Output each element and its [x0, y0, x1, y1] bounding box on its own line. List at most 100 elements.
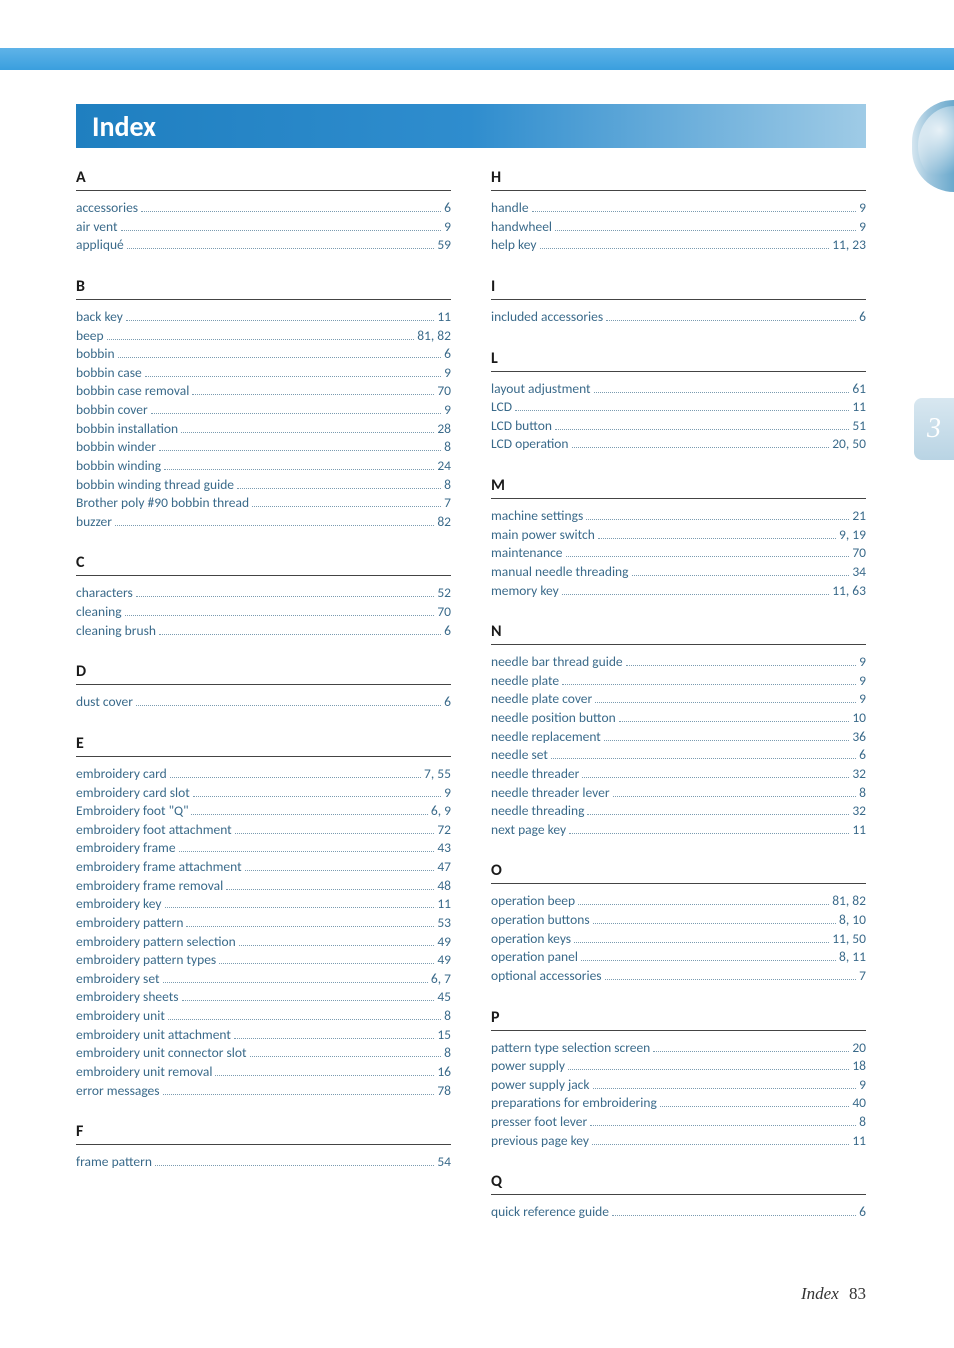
index-entry: air vent9 [76, 218, 451, 237]
index-entry: embroidery pattern53 [76, 914, 451, 933]
entry-term: embroidery pattern selection [76, 933, 236, 952]
entry-page: 36 [852, 728, 866, 747]
index-section: Fframe pattern54 [76, 1122, 451, 1172]
index-entry: embroidery unit8 [76, 1007, 451, 1026]
leader-dots [186, 926, 434, 927]
leader-dots [586, 519, 849, 520]
leader-dots [136, 596, 435, 597]
entry-term: needle plate cover [491, 690, 592, 709]
leader-dots [215, 1075, 434, 1076]
entry-page: 9 [859, 1076, 866, 1095]
top-accent-bar [0, 48, 954, 70]
section-letter: Q [491, 1172, 866, 1195]
index-entry: embroidery card7, 55 [76, 765, 451, 784]
entry-page: 9, 19 [839, 526, 866, 545]
entry-page: 78 [437, 1082, 451, 1101]
section-letter: I [491, 277, 866, 300]
index-entry: frame pattern54 [76, 1153, 451, 1172]
leader-dots [182, 1000, 435, 1001]
leader-dots [574, 942, 829, 943]
entry-page: 21 [852, 507, 866, 526]
index-entry: manual needle threading34 [491, 563, 866, 582]
entry-term: error messages [76, 1082, 160, 1101]
leader-dots [163, 1094, 435, 1095]
index-entry: handle9 [491, 199, 866, 218]
leader-dots [604, 740, 850, 741]
index-entry: bobbin winding24 [76, 457, 451, 476]
leader-dots [562, 684, 856, 685]
leader-dots [219, 963, 434, 964]
entry-term: embroidery unit removal [76, 1063, 212, 1082]
entry-page: 7 [859, 967, 866, 986]
entry-term: bobbin winding [76, 457, 161, 476]
index-section: Ddust cover6 [76, 662, 451, 712]
entry-page: 47 [437, 858, 451, 877]
entry-term: pattern type selection screen [491, 1039, 650, 1058]
index-entry: presser foot lever8 [491, 1113, 866, 1132]
entry-page: 61 [852, 380, 866, 399]
entry-term: needle replacement [491, 728, 601, 747]
leader-dots [566, 556, 850, 557]
index-entry: preparations for embroidering40 [491, 1094, 866, 1113]
index-entry: needle threader lever8 [491, 784, 866, 803]
leader-dots [632, 575, 850, 576]
entry-page: 9 [859, 672, 866, 691]
section-letter: N [491, 622, 866, 645]
entry-page: 34 [852, 563, 866, 582]
entry-term: LCD button [491, 417, 552, 436]
leader-dots [159, 450, 441, 451]
leader-dots [121, 230, 442, 231]
entry-term: embroidery unit [76, 1007, 165, 1026]
entry-term: cleaning brush [76, 622, 156, 641]
entry-term: buzzer [76, 513, 112, 532]
entry-page: 54 [437, 1153, 451, 1172]
leader-dots [660, 1106, 850, 1107]
index-entry: quick reference guide6 [491, 1203, 866, 1222]
index-entry: LCD operation20, 50 [491, 435, 866, 454]
leader-dots [606, 320, 856, 321]
index-entry: needle threader32 [491, 765, 866, 784]
index-entry: operation keys11, 50 [491, 930, 866, 949]
leader-dots [125, 615, 435, 616]
entry-term: embroidery frame attachment [76, 858, 242, 877]
entry-page: 51 [852, 417, 866, 436]
index-section: Nneedle bar thread guide9needle plate9ne… [491, 622, 866, 839]
entry-page: 8 [444, 438, 451, 457]
entry-term: power supply [491, 1057, 565, 1076]
index-entry: embroidery unit removal16 [76, 1063, 451, 1082]
entry-term: embroidery sheets [76, 988, 179, 1007]
entry-term: back key [76, 308, 123, 327]
leader-dots [164, 469, 434, 470]
entry-term: Brother poly #90 bobbin thread [76, 494, 249, 513]
entry-page: 15 [437, 1026, 451, 1045]
page-title: Index [92, 109, 156, 144]
index-entry: embroidery unit attachment15 [76, 1026, 451, 1045]
index-columns: Aaccessories6air vent9appliqué59Bback ke… [76, 168, 866, 1244]
entry-term: needle set [491, 746, 548, 765]
leader-dots [181, 432, 434, 433]
entry-page: 9 [859, 199, 866, 218]
leader-dots [234, 1038, 434, 1039]
entry-page: 49 [437, 933, 451, 952]
index-section: Iincluded accessories6 [491, 277, 866, 327]
leader-dots [551, 758, 856, 759]
entry-page: 8 [444, 1044, 451, 1063]
entry-page: 10 [852, 709, 866, 728]
entry-page: 9 [444, 784, 451, 803]
index-entry: power supply18 [491, 1057, 866, 1076]
entry-term: bobbin cover [76, 401, 148, 420]
leader-dots [613, 796, 857, 797]
entry-term: embroidery set [76, 970, 160, 989]
leader-dots [587, 814, 849, 815]
entry-term: bobbin [76, 345, 115, 364]
index-section: Bback key11beep81, 82bobbin6bobbin case9… [76, 277, 451, 532]
section-letter: D [76, 662, 451, 685]
index-entry: operation panel8, 11 [491, 948, 866, 967]
index-entry: needle position button10 [491, 709, 866, 728]
index-entry: buzzer82 [76, 513, 451, 532]
leader-dots [163, 982, 428, 983]
entry-term: LCD [491, 398, 512, 417]
entry-term: operation buttons [491, 911, 590, 930]
entry-term: embroidery frame [76, 839, 176, 858]
entry-term: embroidery key [76, 895, 162, 914]
